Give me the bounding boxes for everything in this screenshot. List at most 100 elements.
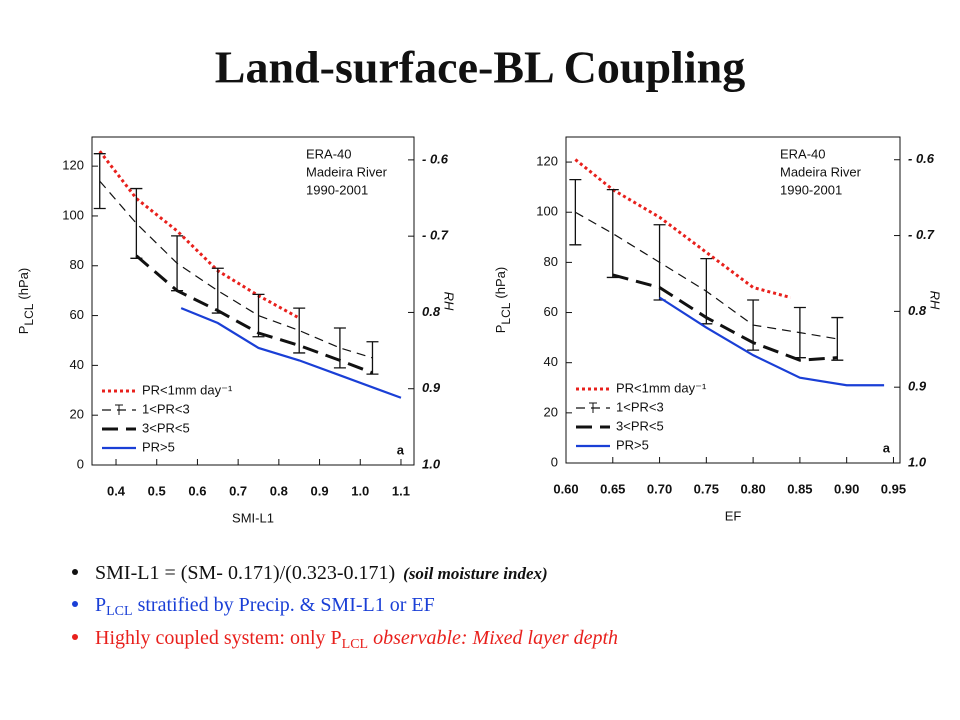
error-bar (293, 307, 306, 354)
y-label-sub: LCL (499, 302, 513, 324)
y-label-unit: (hPa) (16, 268, 31, 300)
y2-tick-label: - 0.6 (422, 151, 449, 166)
series-line (612, 273, 838, 362)
legend-label: 3<PR<5 (142, 420, 190, 435)
y2-tick-label: - 0.7 (908, 227, 935, 242)
y-tick-label: 60 (70, 307, 84, 322)
error-bar (606, 189, 619, 279)
y-tick-label: 40 (70, 357, 84, 372)
y2-tick-label: 1.0 (908, 454, 927, 469)
series-line (135, 254, 374, 375)
x-tick-label: 0.4 (107, 483, 126, 498)
x-tick-label: 0.80 (740, 481, 765, 496)
x-tick-label: 0.7 (229, 483, 247, 498)
plot-frame (565, 136, 901, 464)
y-tick-label: 80 (544, 254, 558, 269)
y2-tick-label: 1.0 (422, 456, 441, 471)
x-tick-label: 0.5 (148, 483, 166, 498)
series-line (98, 150, 300, 320)
bullet: Highly coupled system: only PLCL observa… (95, 627, 618, 652)
error-bar (831, 316, 844, 361)
y-tick-label: 0 (77, 456, 84, 471)
error-bar (569, 178, 582, 246)
x-tick-label: 0.95 (881, 481, 906, 496)
x-tick-label: 0.85 (787, 481, 812, 496)
series-line (658, 296, 885, 387)
legend-label: PR>5 (616, 437, 649, 452)
x-tick-label: 0.8 (270, 483, 288, 498)
panel-label: a (883, 440, 891, 455)
error-bar (366, 341, 379, 375)
bullet-dot (72, 569, 78, 575)
y2-tick-label: 0.8 (908, 303, 927, 318)
x-tick-label: 0.65 (600, 481, 625, 496)
series-line (180, 307, 402, 399)
y-tick-label: 100 (536, 204, 558, 219)
y-tick-label: 40 (544, 354, 558, 369)
y2-tick-label: - 0.6 (908, 151, 935, 166)
annotation: Madeira River (780, 164, 862, 179)
y2-axis-label: RH (442, 292, 457, 311)
error-bar (171, 235, 184, 292)
y-tick-label: 120 (536, 154, 558, 169)
bullet-text: Highly coupled system: only P (95, 627, 342, 649)
legend-label: 1<PR<3 (616, 399, 664, 414)
legend-swatch (589, 402, 597, 413)
y2-tick-label: 0.9 (422, 380, 441, 395)
error-bar (793, 306, 806, 359)
x-tick-label: 0.6 (188, 483, 206, 498)
y-label-sub: LCL (22, 303, 36, 325)
bullet: SMI-L1 = (SM- 0.171)/(0.323-0.171) (soil … (95, 562, 548, 584)
y-tick-label: 0 (551, 454, 558, 469)
y2-tick-label: - 0.7 (422, 228, 449, 243)
legend-label: 1<PR<3 (142, 401, 190, 416)
x-tick-label: 0.9 (311, 483, 329, 498)
x-tick-label: 0.60 (553, 481, 578, 496)
y-axis-label: PLCL (hPa) (493, 267, 513, 333)
series-line (99, 180, 373, 359)
x-tick-label: 1.0 (351, 483, 369, 498)
slide-title: Land-surface-BL Coupling (215, 42, 745, 93)
annotation: 1990-2001 (306, 182, 368, 197)
legend-label: 3<PR<5 (616, 418, 664, 433)
x-tick-label: 0.75 (694, 481, 719, 496)
y-tick-label: 100 (62, 207, 84, 222)
annotation: 1990-2001 (780, 182, 842, 197)
legend-label: PR>5 (142, 439, 175, 454)
y-tick-label: 80 (70, 257, 84, 272)
x-axis-label: SMI-L1 (232, 510, 274, 525)
bullet-text: SMI-L1 = (SM- 0.171)/(0.323-0.171) (95, 562, 395, 584)
bullet-text: stratified by Precip. & SMI-L1 or EF (133, 594, 435, 616)
y2-axis-label: RH (928, 291, 943, 310)
error-bar (93, 153, 106, 210)
annotation: ERA-40 (306, 146, 352, 161)
bullet-dot (72, 601, 78, 607)
bullet-note: (soil moisture index) (403, 564, 548, 583)
x-axis-label: EF (725, 508, 742, 523)
plot-frame (91, 136, 415, 466)
panel-label: a (397, 442, 405, 457)
y2-tick-label: 0.8 (422, 304, 441, 319)
bullet-sub: LCL (106, 604, 132, 619)
bullets: SMI-L1 = (SM- 0.171)/(0.323-0.171) (soil … (72, 562, 618, 652)
y2-tick-label: 0.9 (908, 379, 927, 394)
annotation: Madeira River (306, 164, 388, 179)
y-tick-label: 120 (62, 158, 84, 173)
y-axis-label: PLCL (hPa) (16, 268, 36, 334)
bullet-text: P (95, 594, 106, 616)
bullet-dot (72, 634, 78, 640)
bullet-note: observable: Mixed layer depth (368, 627, 618, 649)
y-tick-label: 20 (544, 404, 558, 419)
legend-label: PR<1mm day⁻¹ (142, 382, 233, 397)
legend-swatch (115, 404, 123, 415)
x-tick-label: 1.1 (392, 483, 410, 498)
annotation: ERA-40 (780, 146, 826, 161)
x-tick-label: 0.90 (834, 481, 859, 496)
legend-label: PR<1mm day⁻¹ (616, 380, 707, 395)
error-bar (130, 187, 143, 259)
y-tick-label: 20 (70, 407, 84, 422)
bullet-sub: LCL (342, 637, 368, 652)
y-label-main: P (16, 326, 31, 335)
x-tick-label: 0.70 (647, 481, 672, 496)
